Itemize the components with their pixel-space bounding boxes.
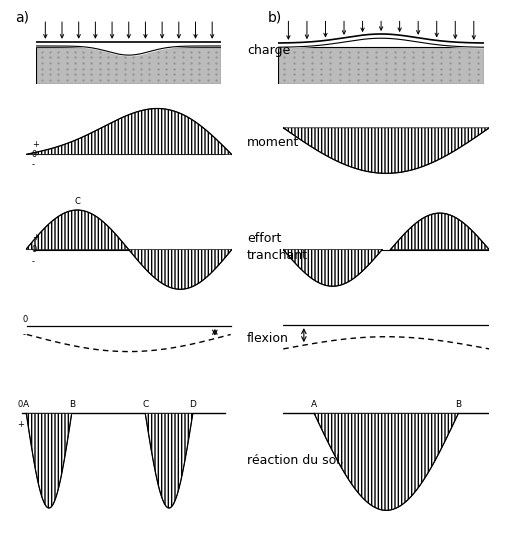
Text: charge: charge [247, 44, 290, 57]
Text: -: - [32, 160, 35, 169]
Text: 0: 0 [32, 245, 37, 254]
Text: C: C [74, 197, 80, 207]
Text: A: A [23, 399, 29, 409]
Text: +: + [18, 421, 25, 429]
Text: 0: 0 [22, 315, 27, 324]
Bar [278, 47, 484, 84]
Text: -: - [22, 330, 25, 339]
Text: réaction du sol,: réaction du sol, [247, 454, 344, 467]
Text: B: B [68, 399, 75, 409]
Text: -: - [32, 257, 35, 266]
Text: 0: 0 [32, 150, 37, 159]
Text: b): b) [268, 11, 282, 25]
Text: 0: 0 [18, 399, 23, 409]
Bar [36, 47, 221, 84]
Text: B: B [455, 399, 461, 409]
Text: flexion: flexion [247, 332, 289, 345]
Text: C: C [142, 399, 148, 409]
Text: +: + [32, 234, 39, 242]
Text: a): a) [15, 11, 29, 25]
Text: effort
tranchant: effort tranchant [247, 231, 308, 262]
Text: A: A [311, 399, 317, 409]
Text: +: + [32, 140, 39, 149]
Text: D: D [190, 399, 196, 409]
Text: moment: moment [247, 136, 300, 149]
